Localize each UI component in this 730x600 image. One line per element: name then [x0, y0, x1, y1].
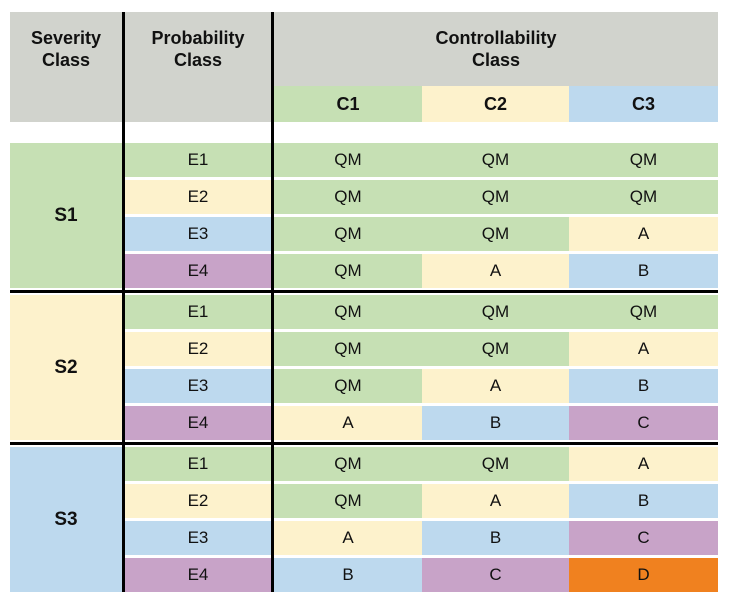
severity-header-filler — [10, 86, 122, 122]
asil-value-cell: A — [569, 447, 718, 481]
probability-cell-e3: E3 — [125, 369, 271, 403]
probability-cell-e4: E4 — [125, 558, 271, 592]
asil-determination-table: Severity Class Probability Class Control… — [10, 12, 718, 592]
asil-value-cell: A — [569, 332, 718, 366]
controllability-class-header-label: Controllability Class — [435, 28, 557, 70]
table-row-s1-e1: E1 QM QM QM — [125, 143, 718, 177]
asil-value-cell: QM — [274, 332, 422, 366]
asil-value-cell: QM — [274, 143, 422, 177]
asil-value-cell: A — [422, 484, 569, 518]
asil-value-cell: A — [422, 254, 569, 288]
group-rows: E1 QM QM QM E2 QM QM A E3 QM A B E4 A B C — [125, 295, 718, 440]
table-row-s2-e4: E4 A B C — [125, 406, 718, 440]
table-header-row: Severity Class Probability Class Control… — [10, 12, 718, 86]
table-row-s3-e4: E4 B C D — [125, 558, 718, 592]
probability-class-header: Probability Class — [125, 12, 271, 86]
asil-value-cell: QM — [274, 254, 422, 288]
asil-value-cell: C — [422, 558, 569, 592]
severity-class-header: Severity Class — [10, 12, 122, 86]
asil-value-cell: C — [569, 406, 718, 440]
asil-value-cell: QM — [274, 484, 422, 518]
asil-value-cell: B — [422, 521, 569, 555]
group-separator — [10, 440, 718, 447]
asil-value-cell: QM — [569, 143, 718, 177]
controllability-level-headers: C1 C2 C3 — [274, 86, 718, 122]
group-rows: E1 QM QM QM E2 QM QM QM E3 QM QM A E4 QM A B — [125, 143, 718, 288]
severity-group-s2: S2 E1 QM QM QM E2 QM QM A E3 QM A B E4 A B C — [10, 295, 718, 440]
controllability-level-header-c1: C1 — [274, 86, 422, 122]
asil-value-cell: B — [569, 484, 718, 518]
severity-cell-s3: S3 — [10, 447, 122, 592]
header-body-gap — [10, 122, 718, 143]
asil-value-cell: A — [274, 406, 422, 440]
table-row-s3-e1: E1 QM QM A — [125, 447, 718, 481]
table-body: S1 E1 QM QM QM E2 QM QM QM E3 QM QM A E4 QM A B S2 E1 QM QM Q… — [10, 143, 718, 592]
probability-cell-e4: E4 — [125, 254, 271, 288]
group-rows: E1 QM QM A E2 QM A B E3 A B C E4 B C D — [125, 447, 718, 592]
table-row-s1-e2: E2 QM QM QM — [125, 180, 718, 214]
probability-cell-e3: E3 — [125, 521, 271, 555]
asil-value-cell: QM — [569, 180, 718, 214]
probability-cell-e4: E4 — [125, 406, 271, 440]
asil-value-cell: QM — [274, 369, 422, 403]
severity-cell-s1: S1 — [10, 143, 122, 288]
separator-line — [10, 290, 718, 293]
controllability-class-header: Controllability Class — [274, 12, 718, 86]
controllability-levels-row: C1 C2 C3 — [10, 86, 718, 122]
asil-value-cell: QM — [422, 143, 569, 177]
asil-value-cell: QM — [274, 447, 422, 481]
separator-line — [10, 442, 718, 445]
table-row-s2-e1: E1 QM QM QM — [125, 295, 718, 329]
probability-cell-e1: E1 — [125, 447, 271, 481]
asil-value-cell: QM — [274, 217, 422, 251]
probability-class-header-label: Probability Class — [151, 28, 245, 70]
table-row-s1-e3: E3 QM QM A — [125, 217, 718, 251]
asil-value-cell: QM — [422, 332, 569, 366]
severity-group-s3: S3 E1 QM QM A E2 QM A B E3 A B C E4 B C D — [10, 447, 718, 592]
severity-class-header-label: Severity Class — [30, 28, 102, 70]
controllability-level-header-c3: C3 — [569, 86, 718, 122]
asil-value-cell: QM — [422, 180, 569, 214]
table-row-s1-e4: E4 QM A B — [125, 254, 718, 288]
asil-value-cell: A — [569, 217, 718, 251]
probability-controllability-divider — [271, 12, 274, 592]
asil-value-cell: B — [274, 558, 422, 592]
table-row-s3-e2: E2 QM A B — [125, 484, 718, 518]
table-row-s3-e3: E3 A B C — [125, 521, 718, 555]
probability-cell-e2: E2 — [125, 484, 271, 518]
probability-cell-e2: E2 — [125, 180, 271, 214]
severity-cell-s2: S2 — [10, 295, 122, 440]
asil-value-cell: QM — [422, 217, 569, 251]
group-separator — [10, 288, 718, 295]
asil-value-cell: QM — [569, 295, 718, 329]
table-row-s2-e3: E3 QM A B — [125, 369, 718, 403]
probability-cell-e2: E2 — [125, 332, 271, 366]
asil-value-cell: B — [569, 254, 718, 288]
asil-value-cell: B — [569, 369, 718, 403]
probability-cell-e1: E1 — [125, 143, 271, 177]
table-row-s2-e2: E2 QM QM A — [125, 332, 718, 366]
asil-value-cell: QM — [274, 295, 422, 329]
probability-cell-e3: E3 — [125, 217, 271, 251]
controllability-level-header-c2: C2 — [422, 86, 569, 122]
severity-group-s1: S1 E1 QM QM QM E2 QM QM QM E3 QM QM A E4 QM A B — [10, 143, 718, 288]
probability-header-filler — [125, 86, 271, 122]
probability-cell-e1: E1 — [125, 295, 271, 329]
asil-value-cell: QM — [274, 180, 422, 214]
asil-value-cell: B — [422, 406, 569, 440]
asil-value-cell: D — [569, 558, 718, 592]
severity-probability-divider — [122, 12, 125, 592]
asil-value-cell: QM — [422, 447, 569, 481]
asil-value-cell: A — [422, 369, 569, 403]
asil-value-cell: A — [274, 521, 422, 555]
asil-value-cell: C — [569, 521, 718, 555]
asil-value-cell: QM — [422, 295, 569, 329]
